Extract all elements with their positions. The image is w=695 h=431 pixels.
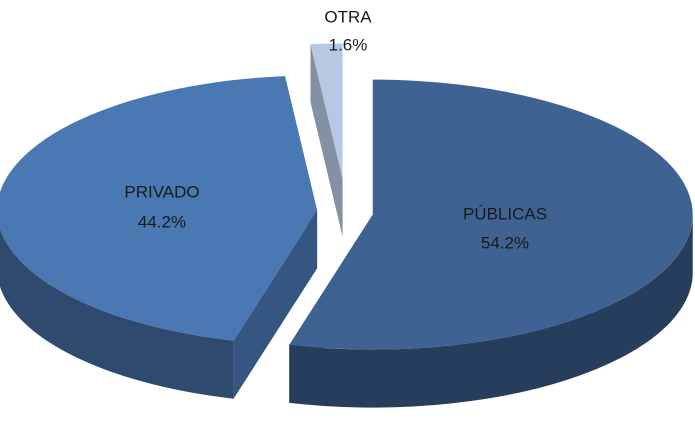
slice-cut-face	[233, 210, 318, 399]
slice	[310, 43, 343, 237]
slice-value-label: 54.2%	[481, 233, 529, 252]
slice-top	[0, 76, 318, 341]
slice-top	[289, 79, 693, 350]
slice-value-label: 44.2%	[138, 212, 186, 231]
slice	[289, 79, 693, 408]
slice-value-label: 1.6%	[329, 35, 368, 54]
slice-side	[289, 214, 693, 408]
slice-label: PÚBLICAS	[463, 204, 547, 223]
slice-top	[310, 43, 343, 179]
slice-side	[0, 228, 234, 399]
slice-label: PRIVADO	[124, 182, 199, 201]
slice-label: OTRA	[324, 7, 372, 26]
slice-cut-face	[310, 44, 343, 237]
slice	[0, 76, 318, 399]
pie	[0, 43, 693, 408]
